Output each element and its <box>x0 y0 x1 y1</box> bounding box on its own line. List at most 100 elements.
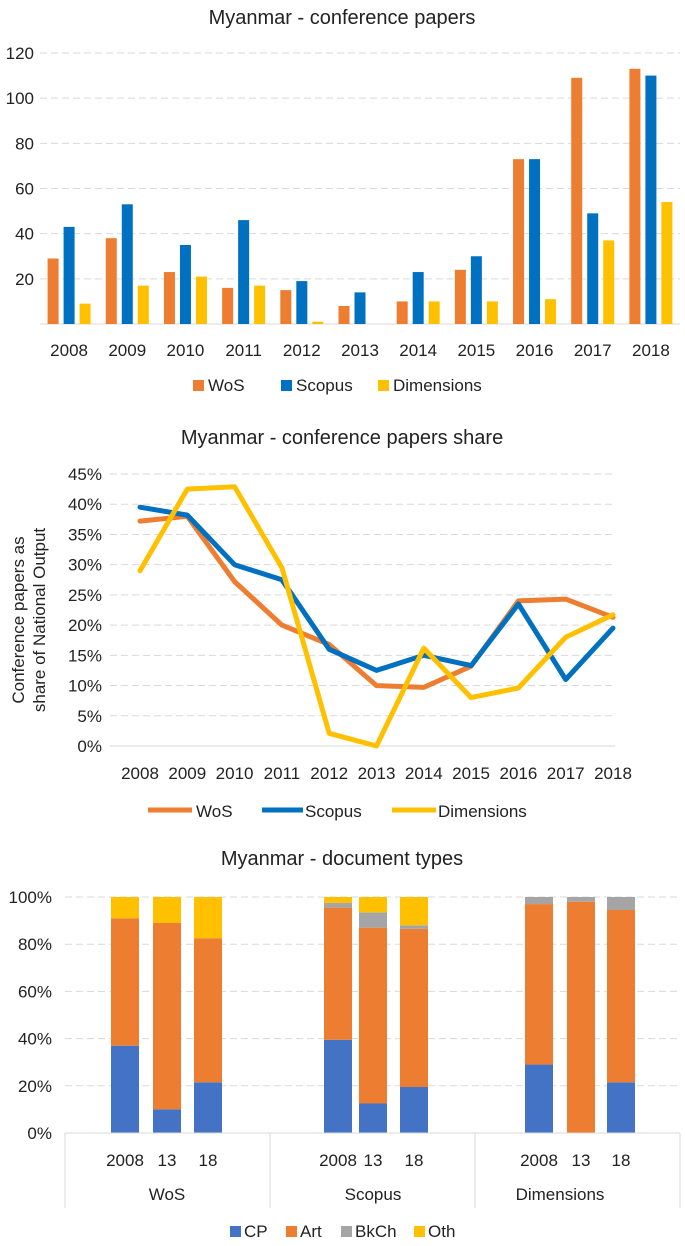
legend-label-bkch: BkCh <box>355 1222 397 1241</box>
bar-wos-13-art <box>153 922 181 1110</box>
bar-wos-2011 <box>222 287 234 324</box>
bar-scopus-2011 <box>238 220 250 324</box>
legend-swatch-wos <box>193 380 204 391</box>
bar-dimensions-18-cp <box>607 1082 635 1133</box>
y-tick-label: 10% <box>68 677 102 696</box>
bar-wos-2008-oth <box>111 897 139 919</box>
y-tick-label: 120 <box>6 44 34 63</box>
bar-wos-2008-art <box>111 918 139 1046</box>
group-label-wos: WoS <box>149 1185 186 1204</box>
chart1-legend: WoS Scopus Dimensions <box>193 376 482 395</box>
group-label-scopus: Scopus <box>345 1185 402 1204</box>
x-tick-label: 2014 <box>399 341 437 360</box>
chart2-title: Myanmar - conference papers share <box>181 427 503 449</box>
x-tick-label: 2014 <box>405 764 443 783</box>
bar-wos-2012 <box>280 290 292 324</box>
bar-scopus-2009 <box>121 204 133 324</box>
bar-wos-18-oth <box>194 897 222 939</box>
x-tick-label: 2018 <box>632 341 670 360</box>
x-tick-label: 2018 <box>594 764 632 783</box>
y-tick-label: 25% <box>68 586 102 605</box>
bar-scopus-13-cp <box>359 1103 387 1133</box>
bar-wos-2015 <box>454 269 466 324</box>
bar-wos-2009 <box>105 238 117 324</box>
y-tick-label: 20% <box>68 616 102 635</box>
bar-scopus-2012 <box>296 281 308 324</box>
x-tick-label: 13 <box>158 1151 177 1170</box>
x-tick-label: 2013 <box>341 341 379 360</box>
legend-swatch-scopus <box>281 380 292 391</box>
y-tick-label: 80% <box>18 935 52 954</box>
legend-swatch-oth <box>414 1226 425 1237</box>
bar-scopus-13-art <box>359 927 387 1104</box>
x-tick-label: 2016 <box>499 764 537 783</box>
bar-scopus-18-cp <box>400 1086 428 1133</box>
x-tick-label: 2008 <box>520 1151 558 1170</box>
line-scopus <box>137 504 616 682</box>
legend-label-dimensions: Dimensions <box>438 802 527 821</box>
y-tick-label: 20% <box>18 1077 52 1096</box>
x-tick-label: 2008 <box>106 1151 144 1170</box>
bar-dimensions-2008-bkch <box>525 897 553 905</box>
stacked-bar-chart-document-types: Myanmar - document types 0% 20% 40% 60% 80% 1… <box>9 848 681 1241</box>
chart2-ylabel-line2: share of National Output <box>30 528 49 713</box>
x-tick-label: 2013 <box>358 764 396 783</box>
legend-label-art: Art <box>300 1222 322 1241</box>
legend-swatch-art <box>286 1226 297 1237</box>
bar-wos-2008-cp <box>111 1045 139 1133</box>
bar-scopus-2008-bkch <box>324 902 352 908</box>
x-tick-label: 18 <box>612 1151 631 1170</box>
bar-scopus-2008-art <box>324 907 352 1040</box>
legend-swatch-cp <box>230 1226 241 1237</box>
bar-scopus-2010 <box>179 244 191 324</box>
bar-dimensions-2008-cp <box>525 1064 553 1133</box>
bar-dimensions-2016 <box>545 299 557 324</box>
bar-scopus-2008-cp <box>324 1039 352 1133</box>
x-tick-label: 2009 <box>168 764 206 783</box>
y-tick-label: 20 <box>15 270 34 289</box>
legend-label-wos: WoS <box>196 802 233 821</box>
legend-label-oth: Oth <box>428 1222 455 1241</box>
bar-scopus-18-bkch <box>400 925 428 929</box>
y-tick-label: 40% <box>18 1030 52 1049</box>
y-tick-label: 80 <box>15 134 34 153</box>
bar-wos-2013 <box>338 305 350 324</box>
bar-scopus-2016 <box>529 159 541 324</box>
bar-scopus-2013 <box>354 292 366 324</box>
x-tick-label: 2012 <box>310 764 348 783</box>
bar-dimensions-2017 <box>603 240 615 324</box>
bar-dimensions-13-bkch <box>567 897 595 902</box>
bar-scopus-2017 <box>587 213 599 324</box>
legend-swatch-bkch <box>341 1226 352 1237</box>
legend-label-scopus: Scopus <box>305 802 362 821</box>
x-tick-label: 18 <box>405 1151 424 1170</box>
chart2-legend: WoS Scopus Dimensions <box>148 802 527 821</box>
bar-dimensions-2014 <box>428 301 440 324</box>
chart3-title: Myanmar - document types <box>221 848 463 870</box>
y-tick-label: 40 <box>15 225 34 244</box>
y-tick-label: 15% <box>68 646 102 665</box>
legend-label-cp: CP <box>244 1222 268 1241</box>
bar-wos-2016 <box>513 159 525 324</box>
bar-scopus-2015 <box>470 256 482 324</box>
y-tick-label: 60% <box>18 982 52 1001</box>
bar-dimensions-13-art <box>567 901 595 1133</box>
bar-dimensions-2009 <box>137 285 149 324</box>
x-tick-label: 2010 <box>216 764 254 783</box>
x-tick-label: 2011 <box>264 764 301 783</box>
x-tick-label: 2017 <box>574 341 612 360</box>
line-wos <box>137 513 616 690</box>
y-tick-label: 35% <box>68 525 102 544</box>
bar-wos-2014 <box>396 301 408 324</box>
x-tick-label: 13 <box>364 1151 383 1170</box>
bar-scopus-13-bkch <box>359 912 387 928</box>
bar-scopus-2018 <box>645 75 657 324</box>
x-tick-label: 2009 <box>108 341 146 360</box>
x-tick-label: 2016 <box>516 341 554 360</box>
x-tick-label: 2015 <box>457 341 495 360</box>
x-tick-label: 2011 <box>225 341 262 360</box>
bar-dimensions-2012 <box>312 321 324 324</box>
bar-dimensions-2008 <box>79 303 91 324</box>
line-dimensions <box>137 484 616 749</box>
legend-swatch-dimensions <box>378 380 389 391</box>
